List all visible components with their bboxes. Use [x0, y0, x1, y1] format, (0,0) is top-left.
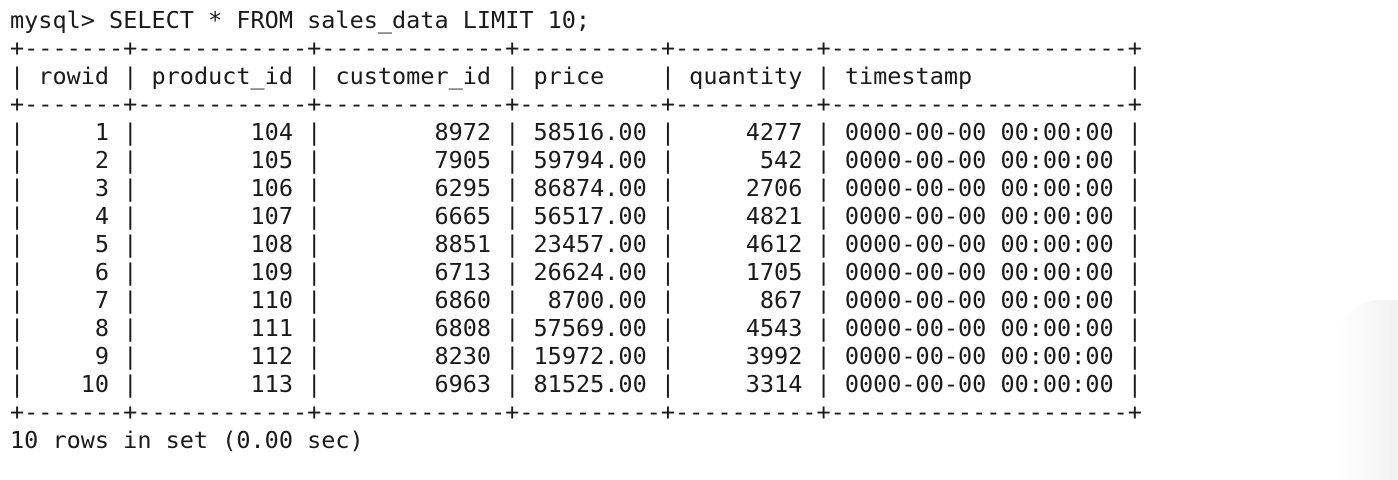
table-cell-quantity: 867 [689, 286, 803, 314]
table-cell-timestamp: 0000-00-00 00:00:00 [844, 118, 1114, 146]
table-body: | 1 | 104 | 8972 | 58516.00 | 4277 | 000… [10, 118, 1142, 398]
table-row: | 5 | 108 | 8851 | 23457.00 | 4612 | 000… [10, 230, 1142, 258]
table-cell-product-id: 111 [151, 314, 293, 342]
table-cell-price: 26624.00 [533, 258, 647, 286]
table-row: | 7 | 110 | 6860 | 8700.00 | 867 | 0000-… [10, 286, 1142, 314]
table-cell-price: 23457.00 [533, 230, 647, 258]
table-cell-product-id: 107 [151, 202, 293, 230]
table-cell-quantity: 2706 [689, 174, 803, 202]
table-cell-rowid: 8 [38, 314, 110, 342]
table-cell-price: 81525.00 [533, 370, 647, 398]
table-cell-timestamp: 0000-00-00 00:00:00 [844, 258, 1114, 286]
table-cell-customer-id: 6665 [335, 202, 492, 230]
table-cell-product-id: 104 [151, 118, 293, 146]
table-row: | 8 | 111 | 6808 | 57569.00 | 4543 | 000… [10, 314, 1142, 342]
table-cell-quantity: 4821 [689, 202, 803, 230]
table-cell-product-id: 105 [151, 146, 293, 174]
table-cell-product-id: 106 [151, 174, 293, 202]
column-header-customer-id: customer_id [335, 62, 492, 90]
table-cell-rowid: 10 [38, 370, 110, 398]
table-cell-rowid: 3 [38, 174, 110, 202]
table-cell-customer-id: 8972 [335, 118, 492, 146]
table-cell-timestamp: 0000-00-00 00:00:00 [844, 202, 1114, 230]
table-cell-customer-id: 6860 [335, 286, 492, 314]
column-header-product-id: product_id [151, 62, 293, 90]
table-cell-quantity: 4543 [689, 314, 803, 342]
table-cell-price: 8700.00 [533, 286, 647, 314]
table-cell-timestamp: 0000-00-00 00:00:00 [844, 342, 1114, 370]
table-cell-product-id: 110 [151, 286, 293, 314]
table-header-row: | rowid | product_id | customer_id | pri… [10, 62, 1142, 90]
table-cell-quantity: 1705 [689, 258, 803, 286]
table-row: | 10 | 113 | 6963 | 81525.00 | 3314 | 00… [10, 370, 1142, 398]
table-row: | 6 | 109 | 6713 | 26624.00 | 1705 | 000… [10, 258, 1142, 286]
table-cell-customer-id: 8851 [335, 230, 492, 258]
table-cell-timestamp: 0000-00-00 00:00:00 [844, 314, 1114, 342]
sql-command: SELECT * FROM sales_data LIMIT 10; [109, 6, 591, 34]
table-cell-customer-id: 6808 [335, 314, 492, 342]
table-cell-rowid: 2 [38, 146, 110, 174]
table-cell-quantity: 3992 [689, 342, 803, 370]
column-header-rowid: rowid [38, 62, 110, 90]
table-row: | 1 | 104 | 8972 | 58516.00 | 4277 | 000… [10, 118, 1142, 146]
table-cell-timestamp: 0000-00-00 00:00:00 [844, 286, 1114, 314]
table-cell-rowid: 4 [38, 202, 110, 230]
table-cell-timestamp: 0000-00-00 00:00:00 [844, 146, 1114, 174]
window-edge-shadow [1338, 300, 1398, 480]
table-cell-customer-id: 7905 [335, 146, 492, 174]
command-line: mysql> SELECT * FROM sales_data LIMIT 10… [10, 6, 1142, 34]
mysql-prompt: mysql> [10, 6, 95, 34]
table-cell-price: 56517.00 [533, 202, 647, 230]
table-cell-quantity: 4277 [689, 118, 803, 146]
table-cell-price: 57569.00 [533, 314, 647, 342]
column-header-quantity: quantity [689, 62, 803, 90]
table-cell-customer-id: 6713 [335, 258, 492, 286]
table-cell-timestamp: 0000-00-00 00:00:00 [844, 370, 1114, 398]
table-cell-customer-id: 6963 [335, 370, 492, 398]
table-cell-price: 58516.00 [533, 118, 647, 146]
table-row: | 3 | 106 | 6295 | 86874.00 | 2706 | 000… [10, 174, 1142, 202]
table-cell-product-id: 113 [151, 370, 293, 398]
table-row: | 9 | 112 | 8230 | 15972.00 | 3992 | 000… [10, 342, 1142, 370]
table-header-separator: +-------+------------+-------------+----… [10, 90, 1142, 118]
table-row: | 4 | 107 | 6665 | 56517.00 | 4821 | 000… [10, 202, 1142, 230]
table-cell-product-id: 108 [151, 230, 293, 258]
table-border-top: +-------+------------+-------------+----… [10, 34, 1142, 62]
table-cell-customer-id: 8230 [335, 342, 492, 370]
table-cell-rowid: 5 [38, 230, 110, 258]
table-cell-quantity: 4612 [689, 230, 803, 258]
table-cell-rowid: 7 [38, 286, 110, 314]
result-summary: 10 rows in set (0.00 sec) [10, 426, 364, 454]
table-cell-quantity: 3314 [689, 370, 803, 398]
column-header-price: price [533, 62, 647, 90]
table-cell-timestamp: 0000-00-00 00:00:00 [844, 230, 1114, 258]
table-cell-customer-id: 6295 [335, 174, 492, 202]
table-border-bottom: +-------+------------+-------------+----… [10, 398, 1142, 426]
table-cell-price: 86874.00 [533, 174, 647, 202]
table-cell-quantity: 542 [689, 146, 803, 174]
column-header-timestamp: timestamp [844, 62, 1114, 90]
table-cell-timestamp: 0000-00-00 00:00:00 [844, 174, 1114, 202]
table-cell-price: 15972.00 [533, 342, 647, 370]
table-row: | 2 | 105 | 7905 | 59794.00 | 542 | 0000… [10, 146, 1142, 174]
table-cell-rowid: 9 [38, 342, 110, 370]
terminal-output: mysql> SELECT * FROM sales_data LIMIT 10… [10, 6, 1142, 454]
table-cell-rowid: 1 [38, 118, 110, 146]
table-cell-product-id: 109 [151, 258, 293, 286]
table-cell-price: 59794.00 [533, 146, 647, 174]
table-cell-rowid: 6 [38, 258, 110, 286]
table-cell-product-id: 112 [151, 342, 293, 370]
